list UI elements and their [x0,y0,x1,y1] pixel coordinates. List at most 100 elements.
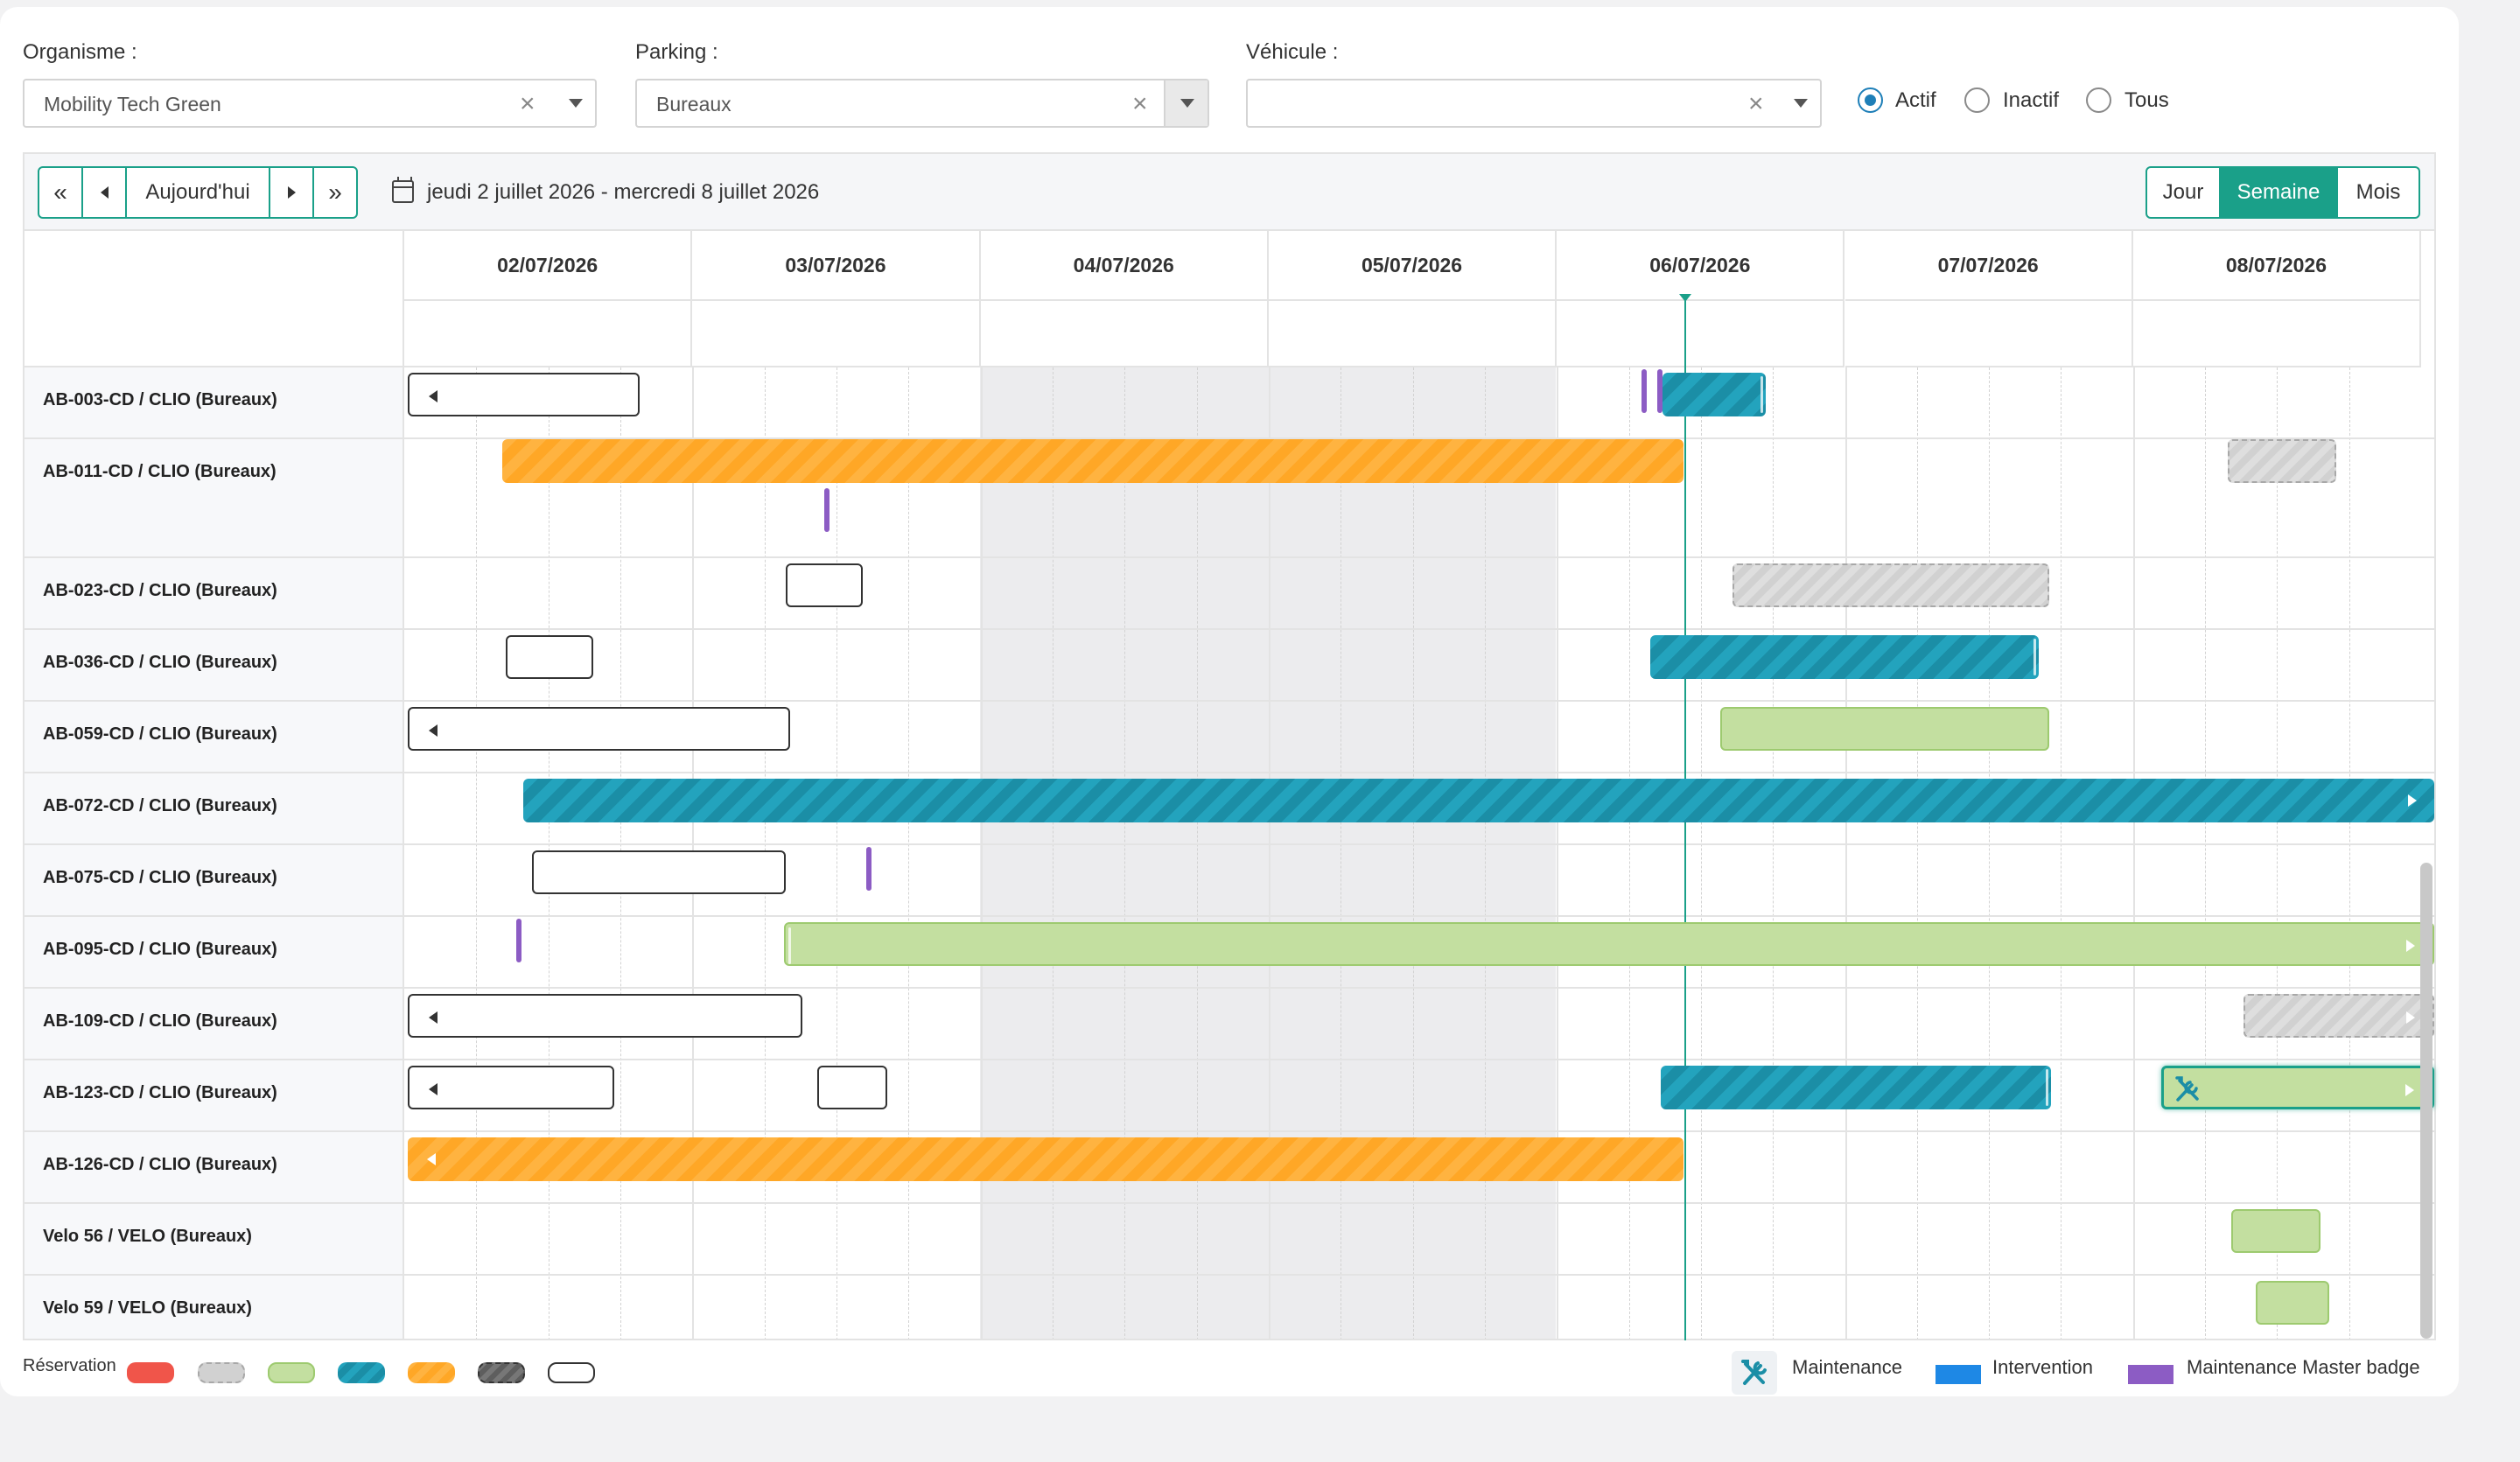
resize-handle[interactable] [2034,639,2036,675]
legend-intervention-swatch [1936,1365,1981,1384]
time-divider [1340,367,1342,1340]
close-icon[interactable]: × [1132,89,1148,118]
reservation-event[interactable] [502,439,1684,483]
reservation-event[interactable] [408,1066,614,1109]
resource-row-label[interactable]: AB-003-CD / CLIO (Bureaux) [24,367,404,439]
resize-handle[interactable] [1760,376,1763,413]
radio-tous-label[interactable]: Tous [2124,88,2169,112]
master-badge-marker[interactable] [516,919,522,962]
resource-name: AB-072-CD / CLIO (Bureaux) [43,796,277,815]
resource-row-label[interactable]: AB-059-CD / CLIO (Bureaux) [24,702,404,773]
time-divider [1124,367,1126,1340]
time-divider [836,367,837,1340]
resource-row-label[interactable]: AB-109-CD / CLIO (Bureaux) [24,989,404,1060]
reservation-event[interactable] [817,1066,887,1109]
time-divider [1628,367,1630,1340]
view-jour-button[interactable]: Jour [2147,168,2221,217]
reservation-event[interactable] [523,779,2434,822]
next-button[interactable] [270,168,314,217]
reservation-event[interactable] [1661,1066,2051,1109]
resource-row [404,845,2434,917]
resource-row-label[interactable]: AB-123-CD / CLIO (Bureaux) [24,1060,404,1132]
close-icon[interactable]: × [520,89,536,118]
reservation-event[interactable] [1720,707,2049,751]
calendar-icon[interactable] [392,177,414,203]
first-button[interactable]: « [39,168,83,217]
time-divider [1773,367,1774,1340]
time-divider [1700,367,1702,1340]
caret-right-icon [2406,1011,2415,1024]
reservation-event[interactable] [2228,439,2336,483]
resource-row-label[interactable]: AB-075-CD / CLIO (Bureaux) [24,845,404,917]
legend-master-badge-label: Maintenance Master badge [2187,1356,2420,1378]
resource-row-label[interactable]: AB-072-CD / CLIO (Bureaux) [24,773,404,845]
legend-swatch-gray [198,1362,245,1383]
close-icon[interactable]: × [1748,89,1764,118]
master-badge-marker[interactable] [866,847,872,891]
reservation-event[interactable] [1732,563,2049,607]
reservation-event[interactable] [2244,994,2434,1038]
time-divider [1412,367,1414,1340]
reservation-event[interactable] [1662,373,1766,416]
reservation-event[interactable] [784,922,2434,966]
last-button[interactable]: » [328,178,342,206]
resource-row-label[interactable]: AB-036-CD / CLIO (Bureaux) [24,630,404,702]
resource-name: AB-059-CD / CLIO (Bureaux) [43,724,277,744]
resize-handle[interactable] [788,927,791,964]
resource-row-label[interactable]: AB-126-CD / CLIO (Bureaux) [24,1132,404,1204]
resource-name: AB-011-CD / CLIO (Bureaux) [43,462,276,481]
organisme-select[interactable]: Mobility Tech Green × [23,79,597,128]
resource-row-label[interactable]: Velo 59 / VELO (Bureaux) [24,1276,404,1340]
resource-name: AB-023-CD / CLIO (Bureaux) [43,581,277,600]
master-badge-marker[interactable] [1657,369,1662,413]
prev-button[interactable] [83,168,127,217]
date-header-cell: 03/07/2026 [692,231,981,301]
radio-actif-label[interactable]: Actif [1895,88,1936,112]
day-divider [2132,367,2135,1340]
view-semaine-button[interactable]: Semaine [2221,168,2338,217]
date-header-cell: 06/07/2026 [1557,231,1845,301]
resource-row [404,558,2434,630]
resource-row [404,1276,2434,1340]
vehicule-select[interactable]: × [1246,79,1822,128]
reservation-event[interactable] [408,373,640,416]
resource-row-label[interactable]: AB-011-CD / CLIO (Bureaux) [24,439,404,558]
chevron-down-icon[interactable] [569,99,583,108]
parking-label: Parking : [635,40,718,64]
reservation-event[interactable] [2161,1066,2434,1109]
reservation-event[interactable] [506,635,593,679]
maintenance-legend-icon [1732,1351,1777,1395]
radio-actif[interactable] [1858,87,1883,113]
master-badge-marker[interactable] [824,488,830,532]
radio-tous[interactable] [2086,87,2111,113]
resize-handle[interactable] [2046,1069,2048,1106]
resource-row-label[interactable]: AB-023-CD / CLIO (Bureaux) [24,558,404,630]
resource-name: AB-003-CD / CLIO (Bureaux) [43,390,277,409]
chevron-down-icon[interactable] [1794,99,1808,108]
master-badge-marker[interactable] [1642,369,1647,413]
caret-right-icon [2408,794,2417,807]
vertical-scrollbar[interactable] [2420,863,2432,1339]
reservation-event[interactable] [2256,1281,2329,1325]
reservation-event[interactable] [408,1137,1684,1181]
resource-row [404,1204,2434,1276]
reservation-event[interactable] [786,563,863,607]
reservation-event[interactable] [2231,1209,2320,1253]
radio-inactif-label[interactable]: Inactif [2003,88,2060,112]
vehicule-label: Véhicule : [1246,40,1339,64]
time-divider [908,367,910,1340]
reservation-event[interactable] [408,994,802,1038]
view-mois-button[interactable]: Mois [2356,180,2401,204]
parking-dropdown-button[interactable] [1164,80,1208,126]
reservation-event[interactable] [1650,635,2039,679]
parking-select[interactable]: Bureaux × [635,79,1209,128]
time-divider [2205,367,2207,1340]
reservation-event[interactable] [408,707,790,751]
today-button[interactable]: Aujourd'hui [127,168,270,217]
date-range[interactable]: jeudi 2 juillet 2026 - mercredi 8 juille… [427,180,820,204]
reservation-event[interactable] [532,850,786,894]
radio-inactif[interactable] [1964,87,1990,113]
resource-row-label[interactable]: Velo 56 / VELO (Bureaux) [24,1204,404,1276]
caret-left-icon [429,1011,438,1024]
resource-row-label[interactable]: AB-095-CD / CLIO (Bureaux) [24,917,404,989]
